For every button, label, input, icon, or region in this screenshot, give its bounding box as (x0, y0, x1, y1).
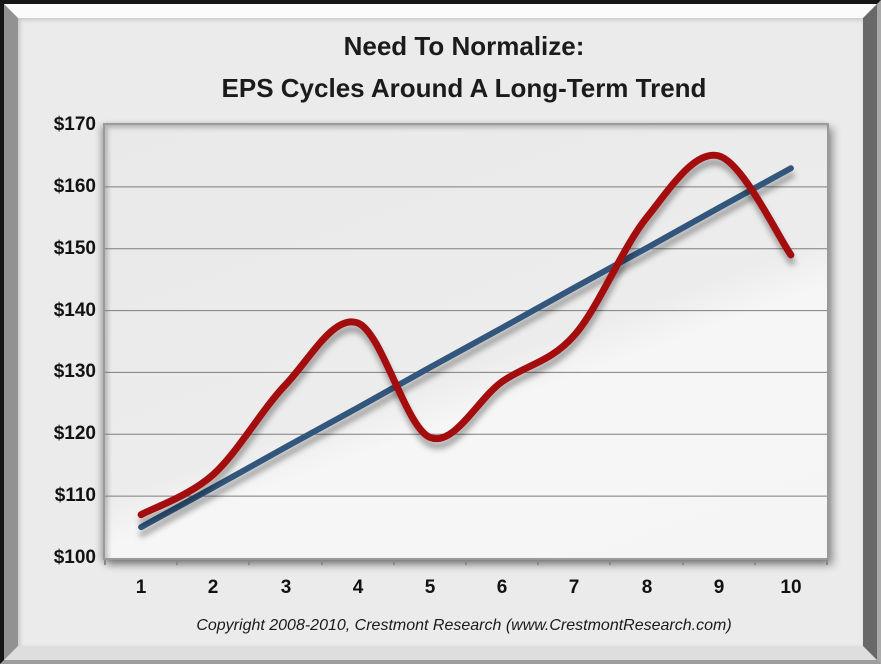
slide-frame-bevel: Need To Normalize: EPS Cycles Around A L… (4, 4, 877, 660)
x-axis-tick (321, 560, 323, 565)
x-axis-label: 9 (713, 577, 725, 598)
y-axis-label: $150 (53, 238, 96, 259)
series-lines (137, 151, 795, 531)
y-axis-label: $110 (54, 485, 96, 506)
gridlines (105, 186, 827, 497)
x-axis-label: 10 (780, 577, 802, 598)
slide-content: Need To Normalize: EPS Cycles Around A L… (18, 18, 863, 646)
chart-title: Need To Normalize: EPS Cycles Around A L… (103, 25, 825, 109)
plot-area (103, 123, 829, 560)
y-axis-label: $140 (53, 300, 96, 321)
y-axis-label: $120 (53, 423, 96, 444)
trend-line (138, 165, 794, 531)
y-axis-label: $100 (53, 547, 96, 568)
eps-cycle-line (137, 151, 795, 519)
x-axis-tick (609, 560, 611, 565)
y-axis-label: $170 (53, 114, 96, 135)
x-axis-tick (826, 560, 828, 565)
x-axis-tick (537, 560, 539, 565)
x-axis-label: 4 (352, 577, 364, 598)
x-axis-tick (465, 560, 467, 565)
x-axis-label: 5 (424, 577, 436, 598)
chart-canvas (105, 151, 827, 531)
x-axis-tick (393, 560, 395, 565)
x-axis-label: 2 (207, 577, 219, 598)
y-axis-label: $130 (53, 361, 96, 382)
copyright-text: Copyright 2008-2010, Crestmont Research … (196, 617, 732, 634)
chart-title-line1: Need To Normalize: (343, 31, 585, 61)
x-axis-tick (682, 560, 684, 565)
x-axis-label: 6 (496, 577, 508, 598)
x-axis-tick (176, 560, 178, 565)
chart-title-line2: EPS Cycles Around A Long-Term Trend (221, 73, 707, 103)
x-axis-tick (754, 560, 756, 565)
x-axis-tick (248, 560, 250, 565)
x-axis-label: 3 (280, 577, 292, 598)
x-axis-label: 8 (641, 577, 653, 598)
x-axis-label: 7 (568, 577, 580, 598)
x-axis-label: 1 (135, 577, 147, 598)
y-axis-label: $160 (53, 176, 96, 197)
x-axis-tick (104, 560, 106, 565)
